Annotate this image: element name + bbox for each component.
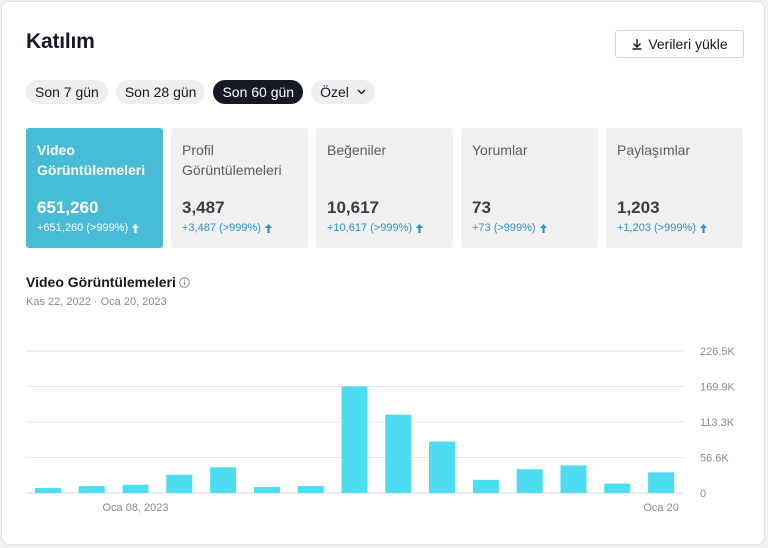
chart-bar[interactable] bbox=[429, 441, 456, 493]
filter-custom[interactable]: Özel bbox=[311, 80, 375, 104]
metric-change-text: +1,203 (>999%) bbox=[617, 222, 696, 234]
arrow-up-icon bbox=[264, 223, 272, 233]
metric-comments[interactable]: Yorumlar 73 +73 (>999%) bbox=[461, 128, 598, 248]
arrow-up-icon bbox=[539, 223, 547, 233]
metric-change: +10,617 (>999%) bbox=[327, 222, 424, 234]
chart-bar[interactable] bbox=[604, 483, 631, 493]
chart-bar[interactable] bbox=[297, 486, 324, 493]
arrow-up-icon bbox=[416, 223, 424, 233]
y-tick-label: 56.6K bbox=[700, 453, 729, 465]
metric-label: Profil Görüntülemeleri bbox=[182, 142, 282, 178]
chart-bar[interactable] bbox=[560, 465, 587, 493]
metric-label: Yorumlar bbox=[472, 142, 528, 158]
y-tick-label: 169.9K bbox=[700, 381, 736, 393]
metric-change: +3,487 (>999%) bbox=[182, 222, 272, 234]
metric-value: 651,260 bbox=[37, 198, 99, 217]
arrow-up-icon bbox=[132, 223, 140, 233]
download-data-button[interactable]: Verileri yükle bbox=[615, 30, 744, 58]
download-label: Verileri yükle bbox=[648, 36, 728, 52]
y-tick-label: 226.5K bbox=[700, 346, 736, 358]
chart-bar[interactable] bbox=[516, 469, 543, 493]
y-tick-label: 113.3K bbox=[700, 417, 735, 429]
metric-change: +651,260 (>999%) bbox=[37, 222, 140, 234]
chart-bar[interactable] bbox=[34, 487, 61, 493]
metric-profile-views[interactable]: Profil Görüntülemeleri 3,487 +3,487 (>99… bbox=[171, 128, 308, 248]
x-tick-label: Oca 20 bbox=[643, 502, 678, 514]
filter-custom-label: Özel bbox=[320, 84, 349, 100]
y-tick-label: 0 bbox=[700, 488, 706, 500]
video-views-chart: 0 56.6K 113.3K 169.9K 226.5K Oca 08, 2023 Oca… bbox=[26, 346, 736, 514]
chart-title: Video Görüntülemeleri bbox=[26, 274, 190, 290]
metric-change-text: +73 (>999%) bbox=[472, 222, 536, 234]
chart-date-range: Kas 22, 2022 · Oca 20, 2023 bbox=[26, 296, 167, 308]
metric-value: 73 bbox=[472, 198, 491, 217]
chevron-down-icon bbox=[357, 89, 366, 95]
chart-bar[interactable] bbox=[472, 479, 499, 493]
metric-label: Paylaşımlar bbox=[617, 142, 691, 158]
metric-value: 3,487 bbox=[182, 198, 225, 217]
chart-bar[interactable] bbox=[78, 486, 105, 493]
chart-bar[interactable] bbox=[385, 414, 412, 493]
filter-28-days[interactable]: Son 28 gün bbox=[115, 80, 206, 104]
metric-value: 1,203 bbox=[617, 198, 660, 217]
chart-bar[interactable] bbox=[253, 487, 280, 493]
arrow-up-icon bbox=[699, 223, 707, 233]
x-tick-label: Oca 08, 2023 bbox=[102, 502, 168, 514]
chart-bar[interactable] bbox=[341, 386, 368, 493]
metric-value: 10,617 bbox=[327, 198, 379, 217]
metric-change: +1,203 (>999%) bbox=[617, 222, 707, 234]
info-icon[interactable] bbox=[179, 276, 190, 288]
filter-7-days[interactable]: Son 7 gün bbox=[26, 80, 108, 104]
metric-cards: Video Görüntülemeleri 651,260 +651,260 (… bbox=[26, 128, 743, 248]
metric-shares[interactable]: Paylaşımlar 1,203 +1,203 (>999%) bbox=[606, 128, 743, 248]
metric-change-text: +10,617 (>999%) bbox=[327, 222, 413, 234]
chart-bar[interactable] bbox=[166, 474, 193, 493]
download-icon bbox=[632, 39, 642, 50]
filter-60-days[interactable]: Son 60 gün bbox=[213, 80, 304, 104]
metric-label: Beğeniler bbox=[327, 142, 387, 158]
metric-video-views[interactable]: Video Görüntülemeleri 651,260 +651,260 (… bbox=[26, 128, 163, 248]
metric-label: Video Görüntülemeleri bbox=[37, 142, 146, 178]
metric-change-text: +3,487 (>999%) bbox=[182, 222, 261, 234]
date-filter: Son 7 gün Son 28 gün Son 60 gün Özel bbox=[26, 80, 375, 104]
metric-likes[interactable]: Beğeniler 10,617 +10,617 (>999%) bbox=[316, 128, 453, 248]
chart-bar[interactable] bbox=[210, 467, 237, 493]
chart-title-text: Video Görüntülemeleri bbox=[26, 274, 176, 290]
metric-change-text: +651,260 (>999%) bbox=[37, 222, 129, 234]
chart-bar[interactable] bbox=[122, 484, 149, 493]
page-title: Katılım bbox=[26, 30, 95, 53]
metric-change: +73 (>999%) bbox=[472, 222, 547, 234]
chart-bar[interactable] bbox=[648, 472, 675, 493]
